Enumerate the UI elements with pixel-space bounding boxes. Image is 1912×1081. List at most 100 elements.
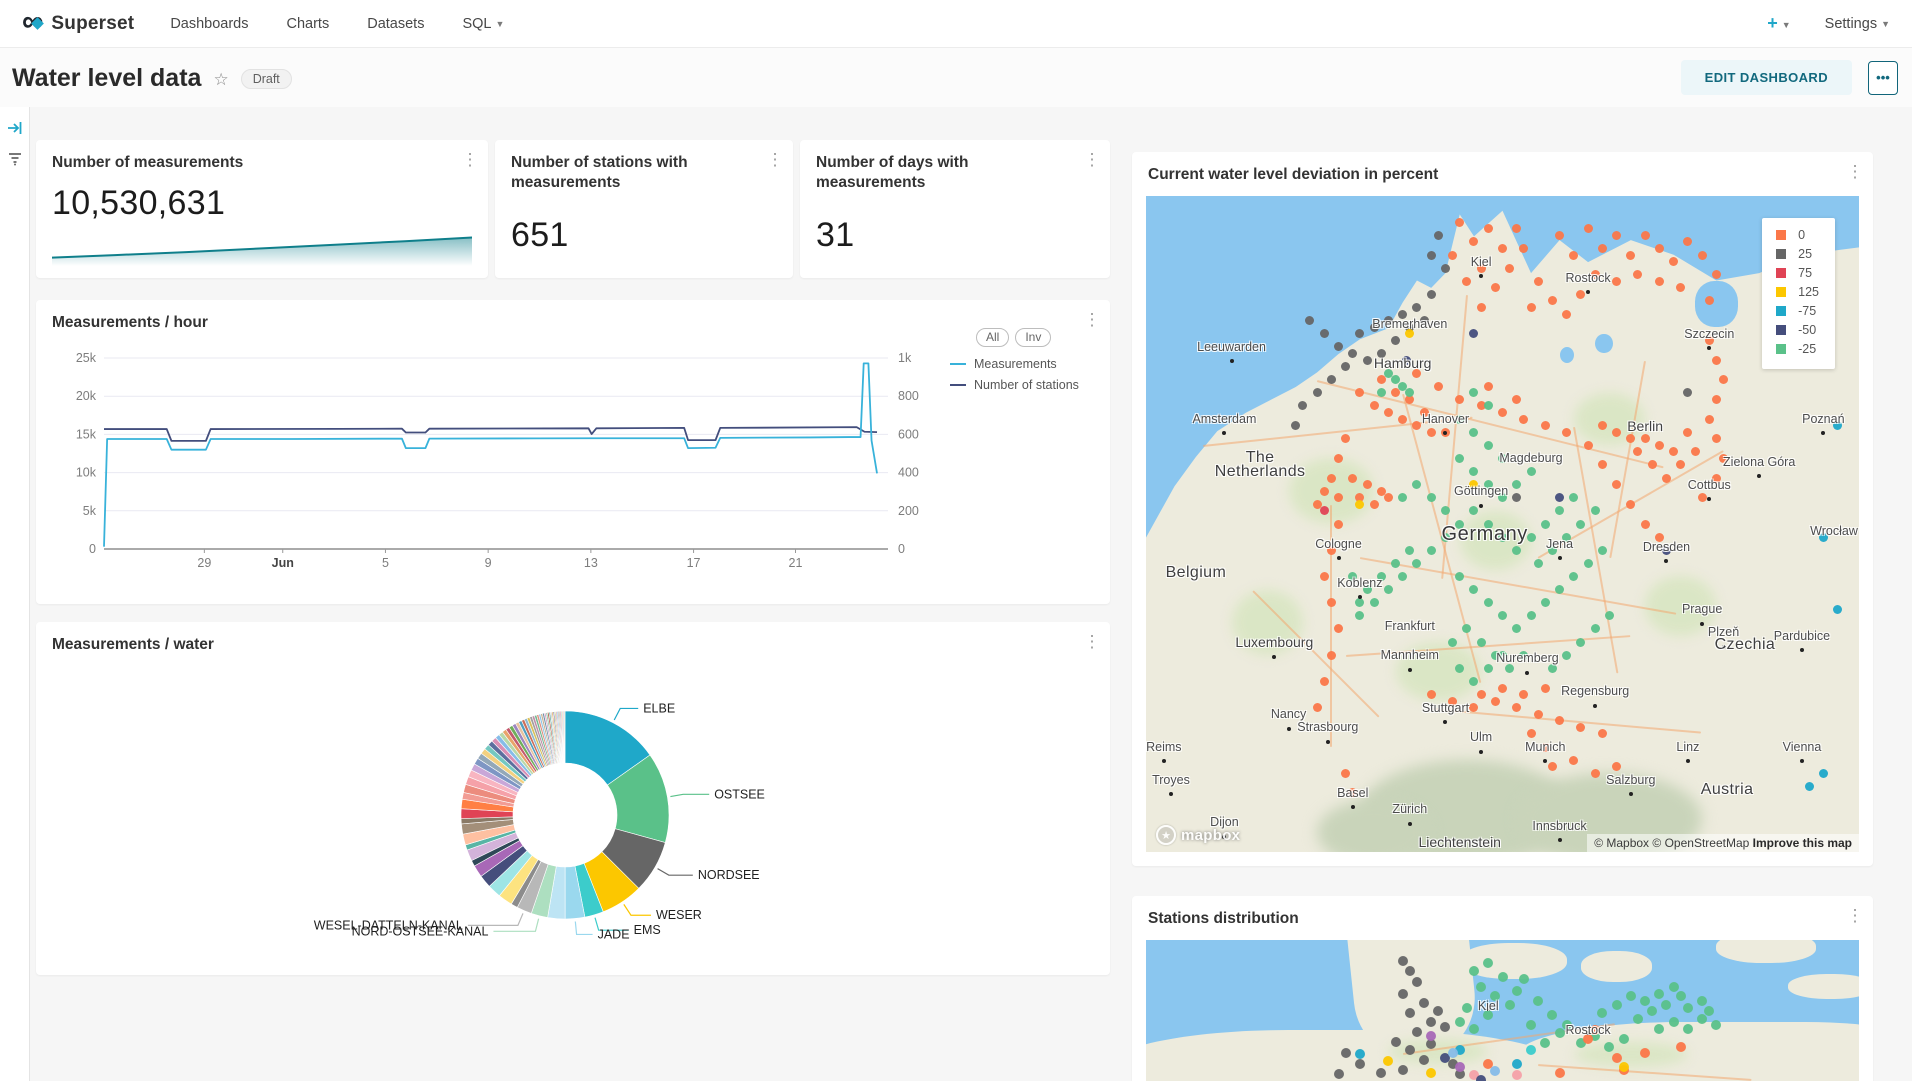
station-dot[interactable]	[1640, 434, 1650, 444]
station-dot[interactable]	[1682, 1023, 1693, 1034]
station-dot[interactable]	[1547, 296, 1557, 306]
station-dot[interactable]	[1555, 230, 1565, 240]
station-dot[interactable]	[1519, 690, 1529, 700]
station-dot[interactable]	[1383, 1056, 1394, 1067]
station-dot[interactable]	[1398, 414, 1408, 424]
station-dot[interactable]	[1583, 440, 1593, 450]
nav-item-dashboards[interactable]: Dashboards	[170, 15, 249, 32]
station-dot[interactable]	[1612, 762, 1622, 772]
station-dot[interactable]	[1690, 447, 1700, 457]
station-dot[interactable]	[1512, 394, 1522, 404]
station-dot[interactable]	[1562, 532, 1572, 542]
station-dot[interactable]	[1597, 421, 1607, 431]
station-dot[interactable]	[1362, 355, 1372, 365]
station-dot[interactable]	[1433, 1005, 1444, 1016]
station-dot[interactable]	[1355, 329, 1365, 339]
station-dot[interactable]	[1576, 519, 1586, 529]
station-dot[interactable]	[1547, 663, 1557, 673]
station-dot[interactable]	[1355, 611, 1365, 621]
station-dot[interactable]	[1490, 696, 1500, 706]
station-dot[interactable]	[1498, 650, 1507, 660]
station-dot[interactable]	[1448, 637, 1458, 647]
station-dot[interactable]	[1447, 1059, 1458, 1070]
station-dot[interactable]	[1469, 388, 1479, 398]
nav-item-sql[interactable]: SQL ▼	[462, 15, 505, 32]
more-options-button[interactable]: •••	[1868, 60, 1898, 95]
station-dot[interactable]	[1640, 230, 1650, 240]
station-dot[interactable]	[1455, 571, 1465, 581]
station-dot[interactable]	[1704, 1005, 1715, 1016]
station-dot[interactable]	[1575, 1037, 1586, 1048]
station-dot[interactable]	[1626, 250, 1636, 260]
station-dot[interactable]	[1376, 1067, 1387, 1078]
station-dot[interactable]	[1569, 493, 1579, 503]
station-dot[interactable]	[1818, 768, 1828, 778]
station-dot[interactable]	[1426, 493, 1436, 503]
kebab-menu-icon[interactable]: ⋮	[1083, 310, 1101, 329]
station-dot[interactable]	[1498, 407, 1507, 417]
station-dot[interactable]	[1319, 506, 1329, 516]
station-dot[interactable]	[1555, 716, 1565, 726]
station-dot[interactable]	[1369, 598, 1379, 608]
station-dot[interactable]	[1447, 1047, 1458, 1058]
station-dot[interactable]	[1454, 1016, 1465, 1027]
station-dot[interactable]	[1505, 663, 1515, 673]
legend-row[interactable]: -25	[1776, 342, 1819, 356]
station-dot[interactable]	[1661, 999, 1672, 1010]
station-dot[interactable]	[1490, 283, 1500, 293]
station-dot[interactable]	[1498, 493, 1507, 503]
station-dot[interactable]	[1476, 981, 1487, 992]
station-dot[interactable]	[1411, 977, 1422, 988]
station-dot[interactable]	[1597, 729, 1607, 739]
station-dot[interactable]	[1398, 381, 1408, 391]
station-dot[interactable]	[1462, 624, 1472, 634]
station-dot[interactable]	[1654, 532, 1664, 542]
station-dot[interactable]	[1483, 1059, 1494, 1070]
station-dot[interactable]	[1411, 1026, 1422, 1037]
station-dot[interactable]	[1555, 585, 1565, 595]
legend-row[interactable]: 75	[1776, 266, 1819, 280]
station-dot[interactable]	[1455, 217, 1465, 227]
station-dot[interactable]	[1376, 486, 1386, 496]
station-dot[interactable]	[1711, 473, 1721, 483]
station-dot[interactable]	[1498, 611, 1507, 621]
nav-item-charts[interactable]: Charts	[286, 15, 330, 32]
donut-slice[interactable]	[563, 710, 566, 764]
station-dot[interactable]	[1426, 545, 1436, 555]
station-dot[interactable]	[1512, 703, 1522, 713]
station-dot[interactable]	[1490, 991, 1501, 1002]
station-dot[interactable]	[1419, 407, 1429, 417]
station-dot[interactable]	[1711, 434, 1721, 444]
station-dot[interactable]	[1383, 493, 1393, 503]
station-dot[interactable]	[1604, 1042, 1615, 1053]
improve-map-link[interactable]: Improve this map	[1752, 836, 1852, 850]
station-dot[interactable]	[1405, 545, 1415, 555]
station-dot[interactable]	[1654, 243, 1664, 253]
station-dot[interactable]	[1319, 486, 1329, 496]
station-dot[interactable]	[1676, 460, 1686, 470]
station-dot[interactable]	[1440, 506, 1450, 516]
station-dot[interactable]	[1654, 988, 1665, 999]
station-dot[interactable]	[1590, 1030, 1601, 1041]
station-dot[interactable]	[1391, 388, 1401, 398]
station-dot[interactable]	[1319, 676, 1329, 686]
station-dot[interactable]	[1511, 1070, 1522, 1081]
station-dot[interactable]	[1341, 362, 1351, 372]
station-dot[interactable]	[1526, 1019, 1537, 1030]
station-dot[interactable]	[1312, 703, 1322, 713]
station-dot[interactable]	[1519, 414, 1529, 424]
station-dot[interactable]	[1526, 1044, 1537, 1055]
legend-row[interactable]: 125	[1776, 285, 1819, 299]
station-dot[interactable]	[1462, 276, 1472, 286]
station-dot[interactable]	[1583, 558, 1593, 568]
station-dot[interactable]	[1612, 276, 1622, 286]
station-dot[interactable]	[1583, 1033, 1594, 1044]
station-dot[interactable]	[1590, 270, 1600, 280]
station-dot[interactable]	[1433, 381, 1443, 391]
station-dot[interactable]	[1640, 519, 1650, 529]
station-dot[interactable]	[1526, 532, 1536, 542]
station-dot[interactable]	[1468, 966, 1479, 977]
station-dot[interactable]	[1419, 316, 1429, 326]
station-dot[interactable]	[1305, 316, 1315, 326]
station-dot[interactable]	[1704, 335, 1714, 345]
